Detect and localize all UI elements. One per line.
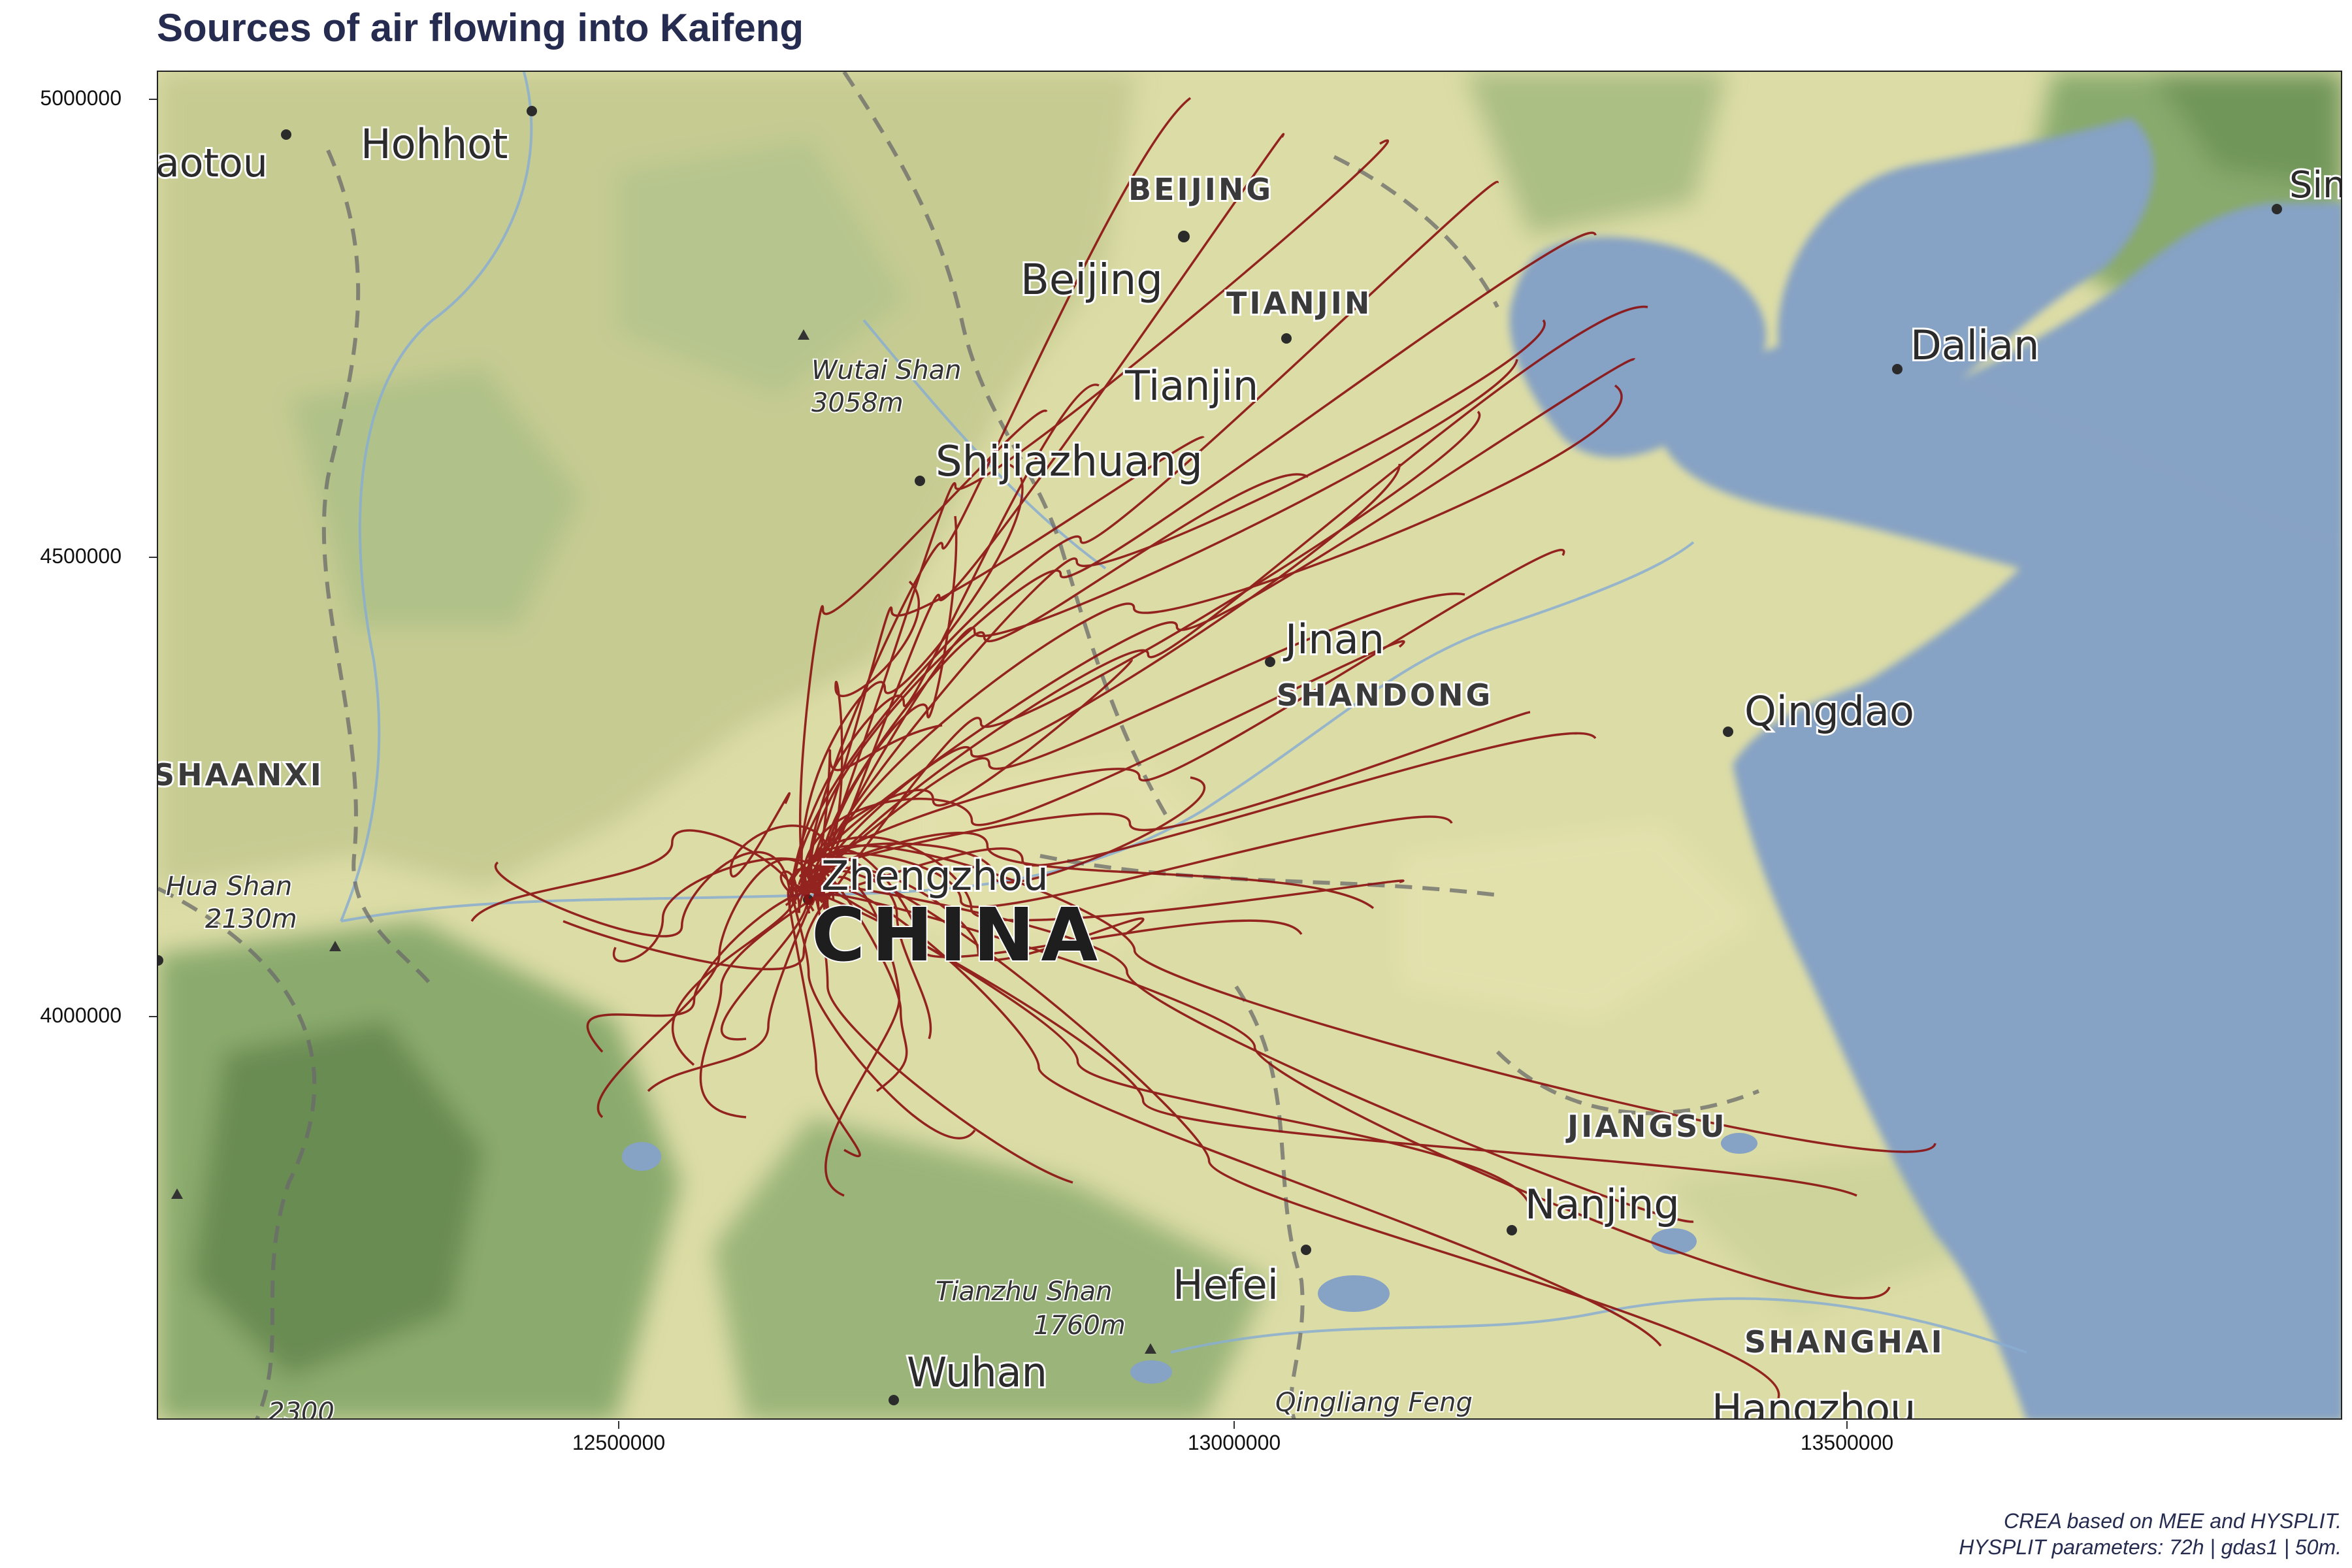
trajectory-path: [800, 776, 1206, 889]
city-label: Dalian: [1910, 321, 2039, 369]
x-tick-label: 13000000: [1187, 1431, 1281, 1454]
city-label: Sin: [2289, 164, 2342, 206]
terrain-shading: [158, 72, 2341, 1418]
peak-name: Hua Shan: [166, 872, 292, 902]
map-panel[interactable]: aotou Hohhot Beijing Tianjin Shijiazhuan…: [157, 71, 2342, 1420]
trajectory-path: [831, 849, 1303, 958]
trajectory-path: [788, 384, 1100, 910]
lakes: [622, 1133, 1757, 1384]
trajectory-path: [791, 883, 976, 1139]
city-label: Hangzhou: [1712, 1385, 1916, 1420]
city-label: Shijiazhuang: [936, 438, 1203, 486]
trajectory-path: [787, 889, 861, 1158]
chart-title: Sources of air flowing into Kaifeng: [157, 6, 804, 50]
x-tick-label: 13500000: [1800, 1431, 1894, 1454]
x-tick-mark: [1233, 1421, 1235, 1429]
y-tick-mark: [149, 99, 157, 100]
peak-name: Tianzhu Shan: [936, 1277, 1112, 1307]
y-tick-label: 4000000: [40, 1004, 122, 1027]
trajectory-path: [819, 463, 1401, 883]
sea-area: [1509, 118, 2341, 1418]
trajectory-path: [801, 640, 1405, 892]
y-tick-mark: [149, 557, 157, 558]
trajectory-path: [813, 882, 1694, 1223]
peak-elevation: 3058m: [811, 388, 904, 418]
city-label: Beijing: [1021, 256, 1163, 304]
y-tick-label: 4500000: [40, 544, 122, 568]
province-label: TIANJIN: [1226, 286, 1372, 321]
caption-parameters: HYSPLIT parameters: 72h | gdas1 | 50m.: [1959, 1535, 2342, 1559]
trajectory-path: [798, 831, 1375, 909]
peak-elevation: 1760m: [1034, 1311, 1126, 1341]
trajectory-path: [823, 732, 1597, 896]
province-label: BEIJING: [1128, 172, 1273, 207]
trajectory-path: [791, 180, 1499, 906]
map-labels: aotou Hohhot Beijing Tianjin Shijiazhuan…: [158, 118, 2342, 1420]
x-tick-label: 12500000: [572, 1431, 666, 1454]
trajectory-path: [729, 792, 836, 897]
trajectory-path: [808, 866, 1145, 962]
trajectory-lines: [470, 97, 1936, 1399]
trajectory-path: [791, 887, 1857, 1197]
trajectory-path: [808, 659, 1133, 892]
peak-name: Wutai Shan: [811, 355, 962, 385]
trajectory-path: [819, 410, 1481, 911]
trajectory-path: [802, 724, 943, 897]
trajectory-path: [816, 878, 1531, 1209]
trajectory-path: [810, 580, 921, 894]
trajectory-path: [824, 893, 1891, 1299]
city-label: Jinan: [1282, 615, 1384, 663]
trajectory-path: [798, 319, 1546, 913]
city-label: Tianjin: [1124, 362, 1258, 410]
city-label: Zhengzhou: [821, 852, 1049, 900]
caption-source: CREA based on MEE and HYSPLIT.: [2003, 1509, 2342, 1533]
province-label: SHANGHAI: [1744, 1324, 1945, 1360]
province-label: JIANGSU: [1565, 1109, 1727, 1144]
trajectory-path: [699, 887, 826, 1119]
province-label: SHAANXI: [158, 757, 324, 792]
peak-markers: [171, 329, 1156, 1354]
trajectory-path: [785, 436, 1205, 906]
trajectory-path: [821, 384, 1623, 902]
peak-elevation: 2130m: [205, 904, 297, 934]
trajectory-path: [815, 359, 1518, 894]
trajectory-path: [820, 855, 932, 1039]
country-label: CHINA: [811, 893, 1104, 978]
trajectory-path: [810, 231, 1597, 892]
trajectory-path: [470, 829, 800, 922]
city-label: Hohhot: [361, 120, 508, 168]
trajectory-path: [494, 851, 792, 938]
basemap: aotou Hohhot Beijing Tianjin Shijiazhuan…: [158, 72, 2342, 1420]
trajectory-path: [817, 869, 1780, 1399]
peak-name: Qingliang Feng: [1275, 1388, 1473, 1418]
trajectory-path: [789, 836, 1405, 922]
trajectory-path: [596, 858, 830, 1119]
trajectory-path: [804, 815, 1453, 908]
trajectory-path: [586, 890, 826, 1053]
trajectory-path: [826, 887, 1662, 1347]
y-tick-mark: [149, 1016, 157, 1017]
rivers: [340, 72, 2027, 1354]
x-tick-mark: [1846, 1421, 1848, 1429]
trajectory-path: [807, 844, 1936, 1153]
city-label: Nanjing: [1525, 1181, 1680, 1228]
city-label: Wuhan: [907, 1348, 1047, 1396]
city-label: Qingdao: [1744, 687, 1914, 735]
peak-elevation: 2300: [268, 1397, 335, 1420]
trajectory-path: [647, 860, 836, 1092]
x-tick-mark: [618, 1421, 619, 1429]
trajectory-path: [813, 549, 1565, 883]
trajectory-path: [800, 463, 1024, 914]
trajectory-path: [815, 306, 1648, 902]
city-label: Hefei: [1173, 1261, 1279, 1309]
trajectory-path: [807, 97, 1192, 893]
y-tick-label: 5000000: [40, 86, 122, 110]
trajectory-path: [798, 409, 1048, 912]
trajectory-path: [810, 875, 901, 1197]
province-label: SHANDONG: [1277, 678, 1493, 713]
city-label: aotou: [158, 140, 268, 186]
trajectory-path: [793, 593, 1465, 903]
